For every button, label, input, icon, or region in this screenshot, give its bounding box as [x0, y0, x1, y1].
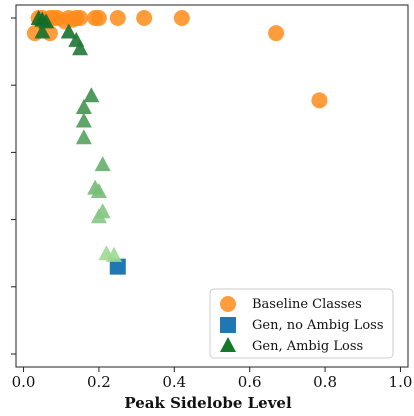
point-gen-ambig-loss: [75, 99, 92, 115]
point-baseline-classes: [109, 10, 126, 26]
x-tick-label: 0.8: [313, 373, 337, 391]
point-gen-ambig-loss: [75, 129, 92, 145]
x-axis-ticks: 0.0 0.2 0.4 0.6 0.8 1.0: [12, 367, 413, 391]
legend-label-gen-no-ambig-loss: Gen, no Ambig Loss: [252, 318, 384, 333]
x-tick-label: 0.2: [87, 373, 111, 391]
point-gen-no-ambig-loss: [109, 258, 126, 275]
x-tick-label: 0.0: [12, 373, 36, 391]
legend-marker-gen-no-ambig-loss: [220, 317, 236, 333]
legend: Baseline Classes Gen, no Ambig Loss Gen,…: [209, 288, 394, 359]
x-tick-label: 0.4: [162, 373, 186, 391]
point-baseline-classes: [72, 10, 89, 26]
data-points: [26, 10, 328, 275]
legend-marker-gen-ambig-loss: [220, 337, 236, 352]
legend-label-gen-ambig-loss: Gen, Ambig Loss: [252, 339, 363, 354]
x-tick-label: 0.6: [238, 373, 262, 391]
x-tick-label: 1.0: [389, 373, 413, 391]
point-baseline-classes: [311, 92, 328, 109]
point-baseline-classes: [173, 10, 190, 26]
legend-box: [209, 288, 394, 359]
point-gen-ambig-loss: [75, 112, 92, 128]
point-gen-ambig-loss: [90, 183, 107, 199]
point-gen-ambig-loss: [34, 23, 51, 39]
point-baseline-classes: [268, 25, 285, 42]
point-gen-ambig-loss: [106, 246, 122, 262]
legend-label-baseline-classes: Baseline Classes: [252, 297, 362, 312]
y-axis-ticks: [11, 17, 16, 355]
point-gen-ambig-loss: [90, 208, 107, 224]
x-axis-label: Peak Sidelobe Level: [124, 394, 292, 412]
point-baseline-classes: [136, 10, 153, 26]
point-gen-ambig-loss: [72, 40, 89, 56]
point-baseline-classes: [90, 10, 107, 26]
legend-marker-baseline-classes: [220, 296, 236, 312]
point-gen-ambig-loss: [94, 156, 111, 172]
point-gen-ambig-loss: [60, 23, 77, 39]
point-gen-ambig-loss: [83, 87, 100, 103]
